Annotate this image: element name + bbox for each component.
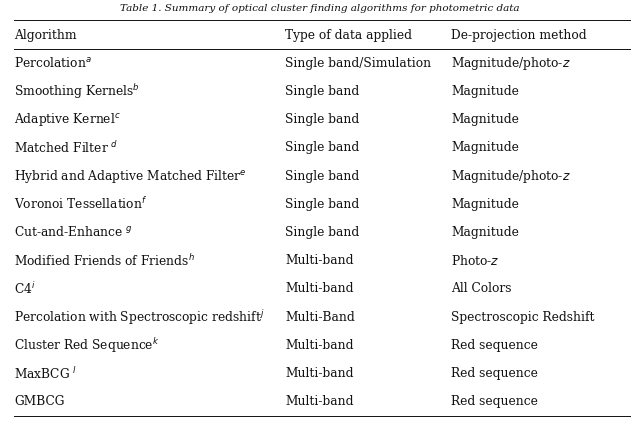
Text: Table 1. Summary of optical cluster finding algorithms for photometric data: Table 1. Summary of optical cluster find… — [120, 4, 520, 13]
Text: Voronoi Tessellation$^{f}$: Voronoi Tessellation$^{f}$ — [14, 196, 147, 212]
Text: All Colors: All Colors — [451, 282, 512, 295]
Text: Red sequence: Red sequence — [451, 339, 538, 352]
Text: Modified Friends of Friends$^{h}$: Modified Friends of Friends$^{h}$ — [14, 253, 195, 269]
Text: Single band: Single band — [285, 198, 359, 211]
Text: Multi-band: Multi-band — [285, 282, 353, 295]
Text: Percolation with Spectroscopic redshift$^{j}$: Percolation with Spectroscopic redshift$… — [14, 308, 264, 327]
Text: Magnitude: Magnitude — [451, 226, 519, 239]
Text: De-projection method: De-projection method — [451, 29, 587, 42]
Text: Adaptive Kernel$^{c}$: Adaptive Kernel$^{c}$ — [14, 111, 121, 128]
Text: Red sequence: Red sequence — [451, 395, 538, 408]
Text: Photo-$z$: Photo-$z$ — [451, 254, 500, 268]
Text: Multi-band: Multi-band — [285, 395, 353, 408]
Text: Matched Filter $^{d}$: Matched Filter $^{d}$ — [14, 140, 118, 156]
Text: Magnitude: Magnitude — [451, 141, 519, 155]
Text: Algorithm: Algorithm — [14, 29, 77, 42]
Text: Multi-Band: Multi-Band — [285, 311, 355, 324]
Text: Multi-band: Multi-band — [285, 254, 353, 267]
Text: Magnitude: Magnitude — [451, 113, 519, 126]
Text: Cut-and-Enhance $^{g}$: Cut-and-Enhance $^{g}$ — [14, 226, 132, 240]
Text: Magnitude/photo-$z$: Magnitude/photo-$z$ — [451, 55, 571, 71]
Text: Hybrid and Adaptive Matched Filter$^{e}$: Hybrid and Adaptive Matched Filter$^{e}$ — [14, 167, 246, 184]
Text: Single band: Single band — [285, 226, 359, 239]
Text: Magnitude/photo-$z$: Magnitude/photo-$z$ — [451, 167, 571, 184]
Text: C4$^{i}$: C4$^{i}$ — [14, 281, 36, 297]
Text: Single band: Single band — [285, 141, 359, 155]
Text: Magnitude: Magnitude — [451, 198, 519, 211]
Text: Single band: Single band — [285, 113, 359, 126]
Text: Single band: Single band — [285, 85, 359, 98]
Text: Cluster Red Sequence$^{k}$: Cluster Red Sequence$^{k}$ — [14, 336, 159, 355]
Text: MaxBCG $^{l}$: MaxBCG $^{l}$ — [14, 366, 77, 382]
Text: Single band: Single band — [285, 169, 359, 182]
Text: Smoothing Kernels$^{b}$: Smoothing Kernels$^{b}$ — [14, 82, 140, 101]
Text: GMBCG: GMBCG — [14, 395, 65, 408]
Text: Multi-band: Multi-band — [285, 367, 353, 380]
Text: Percolation$^{a}$: Percolation$^{a}$ — [14, 56, 92, 70]
Text: Spectroscopic Redshift: Spectroscopic Redshift — [451, 311, 595, 324]
Text: Red sequence: Red sequence — [451, 367, 538, 380]
Text: Type of data applied: Type of data applied — [285, 29, 412, 42]
Text: Multi-band: Multi-band — [285, 339, 353, 352]
Text: Single band/Simulation: Single band/Simulation — [285, 56, 431, 70]
Text: Magnitude: Magnitude — [451, 85, 519, 98]
